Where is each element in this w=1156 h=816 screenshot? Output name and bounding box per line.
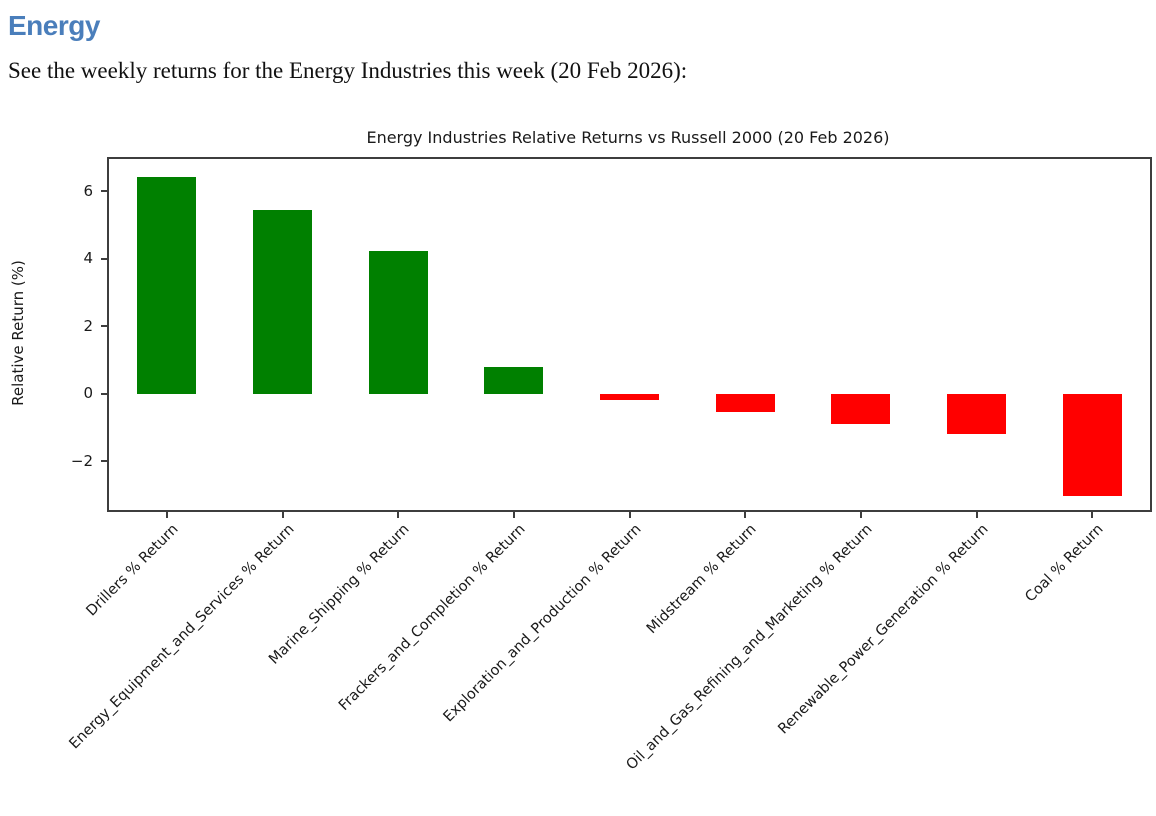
x-tick-mark — [628, 512, 631, 518]
bar-chart-figure: Energy Industries Relative Returns vs Ru… — [0, 115, 1156, 816]
bar-exploration-and-production-return — [600, 393, 659, 400]
x-tick-mark — [512, 512, 515, 518]
intro-text: See the weekly returns for the Energy In… — [8, 58, 688, 83]
x-tick-mark — [744, 512, 747, 518]
y-tick-mark — [101, 392, 107, 395]
y-tick-label: 2 — [83, 316, 93, 335]
x-tick-mark — [281, 512, 284, 518]
x-tick-mark — [165, 512, 168, 518]
y-tick-mark — [101, 325, 107, 328]
x-tick-mark — [1091, 512, 1094, 518]
y-tick-mark — [101, 190, 107, 193]
chart-title: Energy Industries Relative Returns vs Ru… — [366, 128, 890, 147]
x-tick-mark — [397, 512, 400, 518]
y-tick-mark — [101, 460, 107, 463]
y-tick-label: 4 — [83, 249, 93, 268]
y-tick-mark — [101, 257, 107, 260]
x-tick-mark — [859, 512, 862, 518]
section-heading: Energy — [8, 10, 100, 41]
bar-frackers-and-completion-return — [484, 366, 543, 394]
y-tick-label: 0 — [83, 384, 93, 403]
y-tick-label: −2 — [70, 451, 93, 470]
bar-drillers-return — [137, 176, 196, 394]
y-tick-label: 6 — [83, 181, 93, 200]
bar-midstream-return — [716, 393, 775, 413]
bar-marine-shipping-return — [369, 250, 428, 394]
x-tick-mark — [975, 512, 978, 518]
plot-area — [107, 157, 1152, 512]
bar-coal-return — [1063, 393, 1122, 496]
bar-renewable-power-generation-return — [947, 393, 1006, 435]
bar-oil-and-gas-refining-and-marketing-return — [831, 393, 890, 424]
bar-energy-equipment-and-services-return — [253, 209, 312, 394]
y-axis-label: Relative Return (%) — [9, 260, 27, 406]
